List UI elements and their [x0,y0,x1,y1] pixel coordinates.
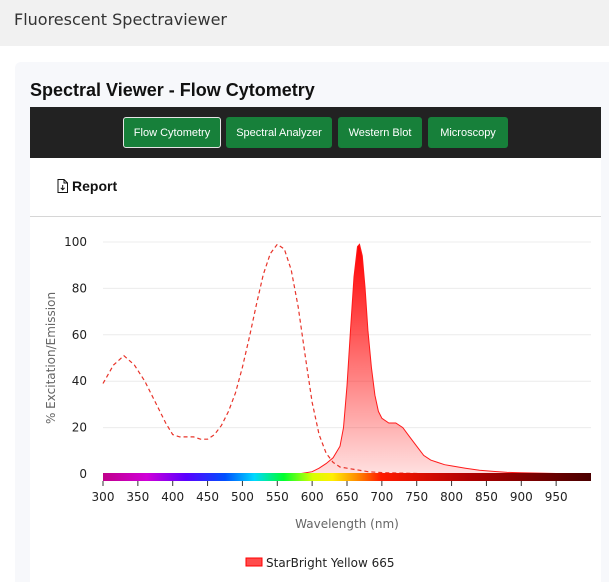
chart-content-area: Report [30,158,601,582]
y-tick-label: 100 [64,235,87,249]
report-button[interactable]: Report [57,178,117,194]
report-label: Report [72,178,118,194]
y-tick-label: 80 [72,281,87,295]
x-tick-label: 400 [161,490,184,504]
legend[interactable]: StarBright Yellow 665 [245,556,395,570]
legend-swatch [245,557,263,567]
x-tick-label: 750 [405,490,428,504]
western-blot-button[interactable]: Western Blot [338,117,422,148]
y-tick-label: 0 [79,467,87,481]
excitation-line [102,243,452,475]
flow-cytometry-button[interactable]: Flow Cytometry [123,117,221,148]
legend-label: StarBright Yellow 665 [266,556,395,570]
x-tick-label: 800 [440,490,463,504]
wavelength-color-bar [103,473,591,481]
page-title: Spectral Viewer - Flow Cytometry [30,80,315,100]
spectra-chart: 300 350 400 450 500 550 600 650 700 750 800 850 900 9… [44,235,592,570]
x-tick-label: 550 [266,490,289,504]
x-tick-label: 300 [92,490,115,504]
emission-area [298,244,591,474]
application-toolbar: Flow Cytometry Spectral Analyzer Western… [30,107,601,158]
divider [30,216,601,217]
emission-series [298,243,592,475]
y-tick-label: 20 [72,421,87,435]
y-axis: 0 20 40 60 80 100 [64,235,87,481]
x-tick-label: 450 [196,490,219,504]
x-tick-label: 950 [545,490,568,504]
x-tick-label: 350 [126,490,149,504]
app-title: Fluorescent Spectraviewer [14,10,227,29]
x-tick-label: 900 [510,490,533,504]
x-tick-label: 700 [370,490,393,504]
y-tick-label: 60 [72,328,87,342]
x-axis-title: Wavelength (nm) [295,517,399,531]
x-axis: 300 350 400 450 500 550 600 650 700 750 800 850 900 9… [92,481,568,504]
x-tick-label: 850 [475,490,498,504]
microscopy-button[interactable]: Microscopy [428,117,508,148]
emission-line [298,243,592,475]
y-axis-title: % Excitation/Emission [44,292,58,424]
grid [103,241,591,429]
spectral-analyzer-button[interactable]: Spectral Analyzer [226,117,332,148]
document-icon [57,179,68,193]
y-tick-label: 40 [72,374,87,388]
excitation-series [102,243,452,475]
x-tick-label: 600 [301,490,324,504]
app-header: Fluorescent Spectraviewer [0,0,609,46]
x-tick-label: 650 [336,490,359,504]
x-tick-label: 500 [231,490,254,504]
